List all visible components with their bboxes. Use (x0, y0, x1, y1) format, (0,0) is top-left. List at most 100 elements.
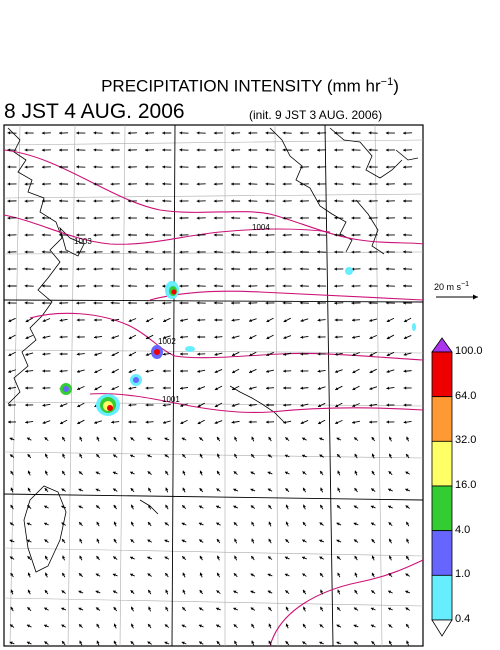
wind-vector-head (285, 641, 289, 645)
wind-vector-head (336, 641, 340, 645)
wind-vector-head (335, 404, 339, 408)
wind-vector-head (62, 555, 66, 559)
wind-vector-head (317, 165, 320, 169)
wind-vector-head (131, 606, 134, 610)
wind-vector-head (127, 301, 131, 305)
wind-vector-head (385, 148, 389, 152)
wind-vector-head (317, 284, 320, 288)
wind-vector-head (353, 624, 357, 628)
wind-vector-head (283, 420, 287, 424)
wind-vector-head (266, 353, 270, 357)
wind-vector-head (95, 488, 99, 492)
wind-vector-head (353, 522, 357, 526)
wind-vector-head (214, 370, 218, 374)
wind-vector-head (76, 131, 79, 135)
wind-vector-head (268, 504, 272, 509)
wind-vector-head (165, 573, 169, 577)
wind-vector-head (110, 165, 114, 169)
wind-vector-head (182, 505, 186, 509)
wind-vector-head (353, 641, 357, 645)
wind-vector-head (265, 301, 269, 305)
wind-vector-head (147, 437, 151, 441)
wind-vector-head (78, 590, 82, 594)
wind-vector-head (96, 640, 100, 644)
wind-vector-head (179, 165, 183, 169)
wind-vector-head (59, 335, 63, 339)
wind-vector-head (213, 165, 217, 169)
wind-vector-head (27, 505, 31, 509)
wind-vector-head (181, 641, 185, 645)
wind-vector-head (302, 471, 306, 475)
wind-vector-head (8, 369, 12, 373)
wind-vector-head (42, 403, 46, 407)
wind-vector-head (41, 165, 45, 169)
wind-vector-head (268, 607, 272, 611)
wind-vector-head (299, 250, 303, 254)
wind-vector-head (182, 572, 186, 576)
wind-vector-head (93, 250, 97, 254)
wind-vector-head (406, 555, 409, 559)
wind-vector-head (182, 470, 186, 474)
wind-vector-head (351, 301, 355, 305)
wind-vector-head (216, 555, 220, 559)
wind-vector-head (319, 522, 323, 526)
wind-vector-head (162, 301, 165, 305)
wind-vector-head (299, 216, 303, 220)
wind-vector-head (145, 369, 149, 373)
wind-vector-head (180, 421, 184, 425)
wind-vector-head (196, 199, 200, 203)
wind-vector-head (248, 233, 251, 237)
wind-vector-head (147, 471, 151, 475)
wind-vector-head (25, 336, 29, 340)
wind-vector-head (385, 267, 389, 271)
wind-vector-head (319, 437, 323, 441)
wind-vector-head (251, 555, 255, 560)
wind-vector-head (26, 522, 30, 526)
wind-vector-head (405, 471, 409, 475)
wind-vector-head (403, 267, 406, 271)
wind-vector-head (76, 199, 79, 203)
wind-vector-head (111, 420, 114, 424)
wind-vector-head (147, 573, 151, 577)
wind-vector-head (182, 556, 186, 560)
wind-vector-head (336, 437, 340, 441)
wind-vector-head (371, 590, 375, 594)
wind-vector-head (405, 590, 409, 594)
wind-vector-head (179, 284, 183, 288)
wind-vector-head (7, 250, 11, 254)
wind-vector-head (284, 556, 288, 560)
wind-vector-head (127, 216, 131, 220)
wind-vector-head (182, 589, 186, 593)
wind-vector-head (403, 131, 406, 135)
wind-vector-head (388, 590, 392, 594)
wind-vector-head (10, 589, 14, 593)
wind-vector-head (113, 454, 117, 458)
wind-vector-head (95, 471, 99, 475)
wind-vector-head (265, 148, 269, 152)
wind-vector-head (145, 216, 148, 220)
wind-vector-head (231, 250, 234, 254)
wind-vector-head (403, 182, 406, 186)
wind-vector-head (232, 387, 236, 391)
wind-vector-head (27, 470, 31, 474)
colorbar-level: 64.0 (455, 389, 477, 402)
wind-vector-head (130, 437, 134, 441)
wind-vector-head (9, 437, 13, 441)
wind-vector-head (337, 505, 341, 509)
wind-vector-head (96, 454, 100, 458)
wind-vector-head (267, 573, 271, 577)
wind-vector-head (300, 369, 304, 373)
wind-vector-head (233, 590, 237, 594)
wind-vector-head (282, 301, 286, 305)
wind-vector-head (162, 284, 165, 288)
wind-vector-head (41, 267, 45, 271)
wind-vector-head (317, 386, 321, 390)
wind-vector-head (299, 199, 303, 203)
wind-vector-head (10, 470, 14, 474)
wind-vector-head (111, 335, 115, 339)
wind-vector-head (76, 318, 80, 322)
wind-vector-head (44, 539, 48, 543)
wind-vector-head (9, 641, 13, 645)
wind-vector-head (180, 386, 183, 390)
wind-vector-head (351, 165, 355, 169)
